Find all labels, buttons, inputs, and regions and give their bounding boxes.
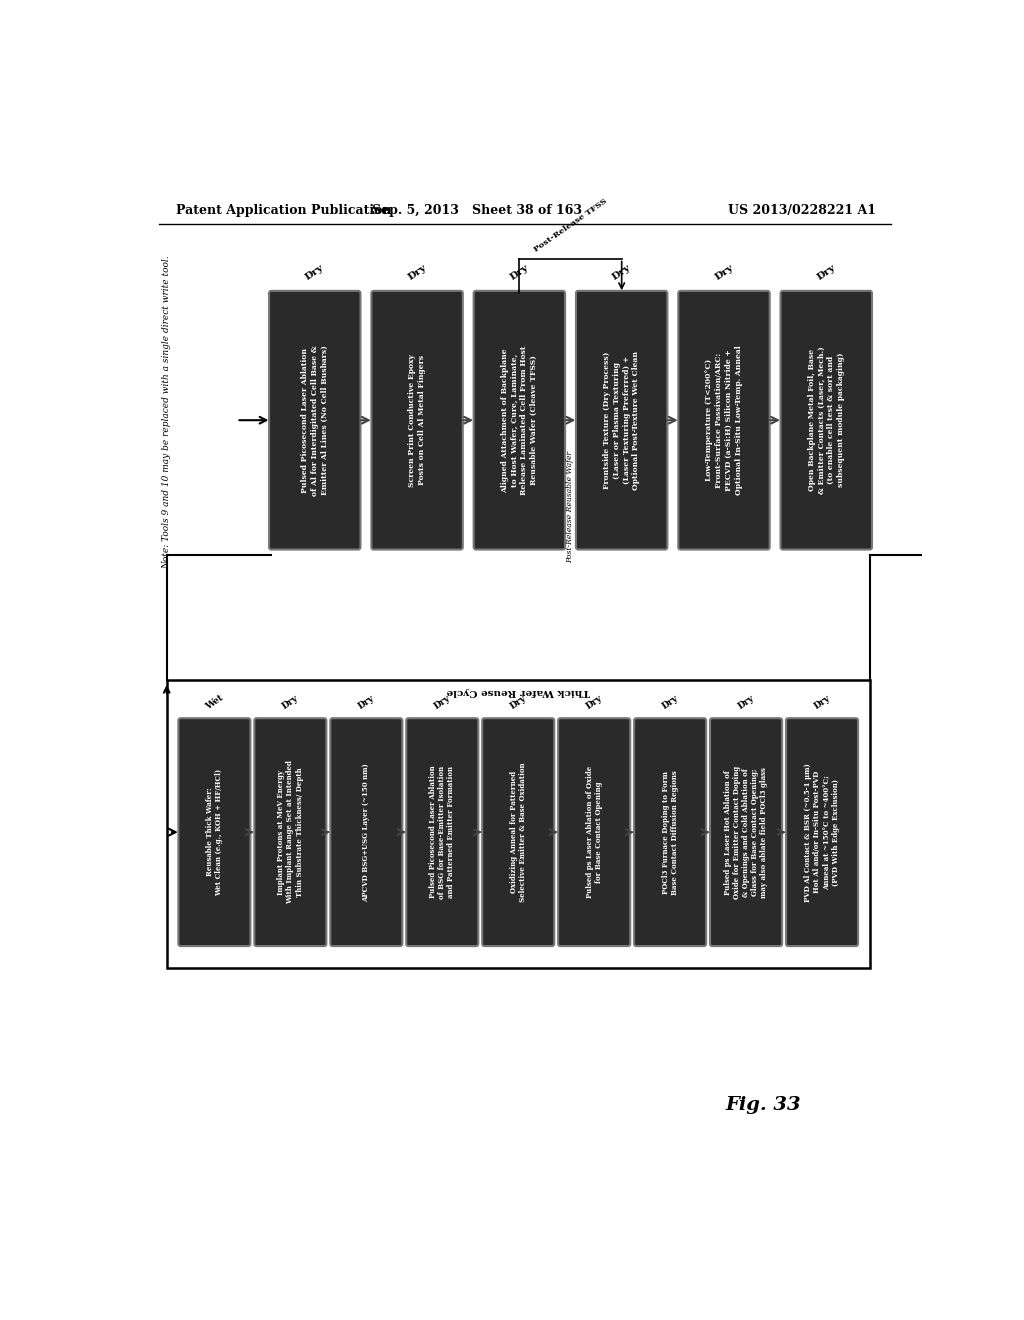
Text: Dry: Dry — [713, 263, 735, 281]
Text: Pulsed ps Laser Ablation of Oxide
for Base Contact Opening: Pulsed ps Laser Ablation of Oxide for Ba… — [586, 766, 603, 899]
Text: Dry: Dry — [660, 694, 680, 711]
Text: Implant Protons at MeV Energy
With Implant Range Set at Intended
Thin Substrate : Implant Protons at MeV Energy With Impla… — [278, 760, 303, 904]
Text: Oxidizing Anneal for Patterned
Selective Emitter & Base Oxidation: Oxidizing Anneal for Patterned Selective… — [510, 763, 526, 902]
FancyBboxPatch shape — [786, 718, 858, 946]
Text: Sep. 5, 2013   Sheet 38 of 163: Sep. 5, 2013 Sheet 38 of 163 — [372, 205, 582, 218]
FancyBboxPatch shape — [678, 290, 770, 549]
FancyBboxPatch shape — [372, 290, 463, 549]
Text: Screen Print Conductive Epoxy
Posts on Cell Al Metal Fingers: Screen Print Conductive Epoxy Posts on C… — [409, 354, 426, 487]
Text: Wet: Wet — [204, 693, 225, 711]
Text: Patent Application Publication: Patent Application Publication — [176, 205, 391, 218]
Text: Dry: Dry — [432, 694, 453, 711]
Text: PVD Al Contact & BSR (~0.5-1 μm)
Hot Al and/or In-Situ Post-PVD
Anneal at ~150°C: PVD Al Contact & BSR (~0.5-1 μm) Hot Al … — [804, 763, 840, 902]
Text: Pulsed ps Laser Hot Ablation of
Oxide for Emitter Contact Doping
& Openings and : Pulsed ps Laser Hot Ablation of Oxide fo… — [724, 766, 768, 899]
Text: Dry: Dry — [407, 263, 428, 281]
Text: Dry: Dry — [736, 694, 756, 711]
Text: Note: Tools 9 and 10 may be replaced with a single direct write tool.: Note: Tools 9 and 10 may be replaced wit… — [162, 256, 171, 569]
Text: Dry: Dry — [585, 694, 604, 711]
Text: Pulsed Picosecond Laser Ablation
of Al for Interdigitated Cell Base &
Emitter Al: Pulsed Picosecond Laser Ablation of Al f… — [301, 345, 329, 495]
Text: Frontside Texture (Dry Process)
(Laser or Plasma Texturing
(Laser Texturing Pref: Frontside Texture (Dry Process) (Laser o… — [603, 351, 640, 490]
Text: Post-Release TFSS: Post-Release TFSS — [532, 197, 608, 253]
Text: Dry: Dry — [812, 694, 831, 711]
Bar — [167, 681, 869, 969]
Text: Low-Temperature (T<200°C)
Front-Surface Passivation/ARC:
PECVD (a-Si:H) Silicon : Low-Temperature (T<200°C) Front-Surface … — [706, 346, 742, 495]
Text: APCVD BSG+USG Layer (~150 nm): APCVD BSG+USG Layer (~150 nm) — [362, 763, 371, 902]
FancyBboxPatch shape — [634, 718, 707, 946]
Text: US 2013/0228221 A1: US 2013/0228221 A1 — [728, 205, 877, 218]
Text: Pulsed Picosecond Laser Ablation
of BSG for Base-Emitter Isolation
and Patterned: Pulsed Picosecond Laser Ablation of BSG … — [429, 766, 456, 899]
FancyBboxPatch shape — [407, 718, 478, 946]
Text: POCl3 Furnace Doping to Form
Base Contact Diffusion Regions: POCl3 Furnace Doping to Form Base Contac… — [662, 770, 679, 895]
Text: Dry: Dry — [281, 694, 300, 711]
Text: Aligned Attachment of Backplane
to Host Wafer, Cure, Laminate,
Release Laminated: Aligned Attachment of Backplane to Host … — [501, 346, 538, 495]
FancyBboxPatch shape — [558, 718, 630, 946]
Text: Post-Release Reusable Wafer: Post-Release Reusable Wafer — [566, 450, 574, 562]
FancyBboxPatch shape — [710, 718, 782, 946]
FancyBboxPatch shape — [331, 718, 402, 946]
FancyBboxPatch shape — [482, 718, 554, 946]
FancyBboxPatch shape — [254, 718, 327, 946]
Text: Reusable Thick Wafer:
Wet Clean (e.g., KOH + HF/HCl): Reusable Thick Wafer: Wet Clean (e.g., K… — [206, 768, 223, 896]
Text: Dry: Dry — [508, 263, 530, 281]
Text: Dry: Dry — [356, 694, 376, 711]
Text: Thick Wafer Reuse Cycle: Thick Wafer Reuse Cycle — [446, 686, 590, 696]
FancyBboxPatch shape — [269, 290, 360, 549]
FancyBboxPatch shape — [178, 718, 251, 946]
Text: Dry: Dry — [610, 263, 633, 281]
Text: Fig. 33: Fig. 33 — [726, 1097, 802, 1114]
Text: Dry: Dry — [815, 263, 838, 281]
FancyBboxPatch shape — [474, 290, 565, 549]
FancyBboxPatch shape — [575, 290, 668, 549]
Text: Open Backplane Metal Foil, Base
& Emitter Contacts (Laser, Mech.)
(to enable cel: Open Backplane Metal Foil, Base & Emitte… — [808, 346, 845, 494]
Text: Dry: Dry — [508, 694, 528, 711]
Text: Dry: Dry — [304, 263, 326, 281]
FancyBboxPatch shape — [780, 290, 872, 549]
